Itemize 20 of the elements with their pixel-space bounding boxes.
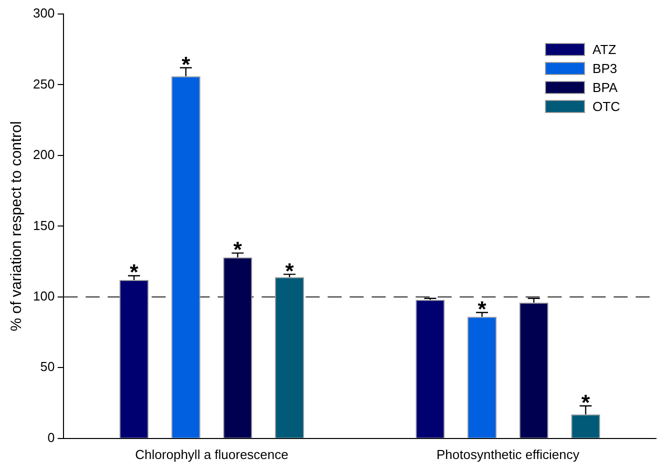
data-label: * (233, 237, 242, 262)
data-label: * (130, 260, 139, 285)
legend-label: ATZ (592, 41, 616, 59)
y-tick-label: 200 (32, 147, 55, 162)
y-tick-label: 150 (32, 218, 55, 233)
y-tick-label: 50 (40, 359, 55, 374)
data-label: * (285, 258, 294, 284)
x-tick-label: Chlorophyll a fluorescence (135, 446, 288, 462)
legend-label: BP3 (592, 60, 618, 78)
data-label: * (478, 296, 487, 322)
y-axis-title: % of variation respect to control (8, 121, 26, 332)
x-tick-label: Photosynthetic efficiency (436, 446, 580, 462)
legend-label: OTC (592, 98, 620, 116)
data-label: * (182, 52, 191, 77)
data-label: * (581, 390, 590, 415)
y-tick-label: 300 (32, 6, 55, 21)
y-tick-label: 0 (47, 430, 55, 445)
y-tick-label: 100 (32, 288, 55, 304)
y-tick-label: 250 (32, 76, 55, 92)
legend-label: BPA (592, 79, 618, 97)
